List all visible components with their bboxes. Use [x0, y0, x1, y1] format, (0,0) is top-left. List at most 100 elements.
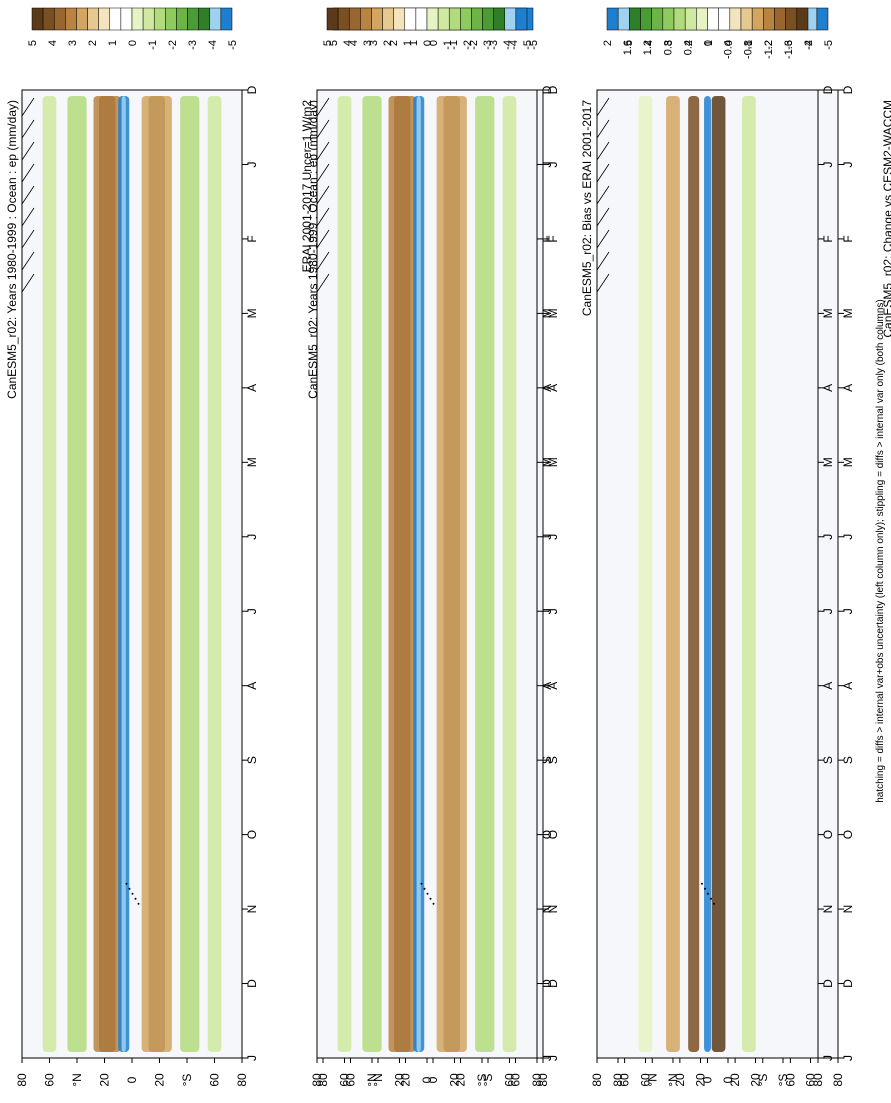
hatch-mark: [316, 163, 330, 183]
colorbar-label: -3: [187, 40, 199, 50]
stipple-dot: [700, 882, 703, 885]
y-tick-label: 80: [536, 1073, 550, 1087]
x-tick-label: J: [546, 608, 560, 614]
colorbar-label: 2: [382, 40, 394, 46]
colorbar-label: 1: [402, 40, 414, 46]
colorbar-swatch: [740, 7, 753, 31]
y-tick-label: °N: [371, 1073, 385, 1086]
x-tick-label: D: [546, 979, 560, 988]
y-tick-label: °S: [475, 1074, 489, 1087]
y-tick-label: 80: [811, 1073, 825, 1087]
colorbar-label: 2: [602, 40, 614, 46]
hatch-mark: [21, 229, 35, 249]
colorbar-label: -2: [803, 40, 815, 50]
colorbar-swatch: [684, 7, 697, 31]
x-tick-label: J: [245, 1055, 259, 1061]
y-tick-label: 60: [509, 1073, 523, 1087]
colorbar-swatch: [729, 7, 742, 31]
stipple-dot: [125, 882, 128, 885]
stipple-dot: [429, 897, 432, 900]
y-tick-label: °N: [70, 1073, 84, 1086]
colorbar-swatch: [120, 7, 133, 31]
y-tick-label: 60: [639, 1073, 653, 1087]
colorbar-swatch: [796, 7, 809, 31]
field-band: [436, 96, 467, 1052]
colorbar-label: 0.4: [682, 40, 694, 55]
colorbar-label: -4: [207, 40, 219, 50]
colorbar-swatch: [31, 7, 44, 31]
colorbar-label: -1: [448, 40, 460, 50]
colorbar-swatch: [482, 7, 494, 31]
colorbar-label: 2: [388, 40, 400, 46]
field-band: [362, 96, 382, 1052]
panel-title: CanESM5_r02: Bias vs ERAI 2001-2017: [580, 100, 594, 316]
x-tick-label: N: [540, 905, 554, 914]
colorbar-swatch: [142, 7, 155, 31]
y-tick-label: 60: [618, 1073, 632, 1087]
y-tick-label: 20: [728, 1073, 742, 1087]
x-tick-label: A: [821, 682, 835, 690]
x-tick-label: M: [821, 457, 835, 467]
hatch-mark: [596, 273, 610, 293]
x-tick-label: F: [540, 235, 554, 242]
x-tick-label: J: [245, 161, 259, 167]
colorbar-swatch: [504, 7, 517, 31]
stipple-dot: [420, 882, 423, 885]
field-band: [666, 96, 680, 1052]
x-tick-label: D: [245, 979, 259, 988]
colorbar-swatch: [42, 7, 55, 31]
hatch-mark: [316, 251, 330, 271]
x-tick-label: J: [841, 534, 855, 540]
x-tick-label: S: [546, 756, 560, 764]
x-tick-label: J: [546, 534, 560, 540]
y-tick-label: °S: [776, 1074, 790, 1087]
hatch-mark: [316, 119, 330, 139]
field-band: [711, 96, 726, 1052]
colorbar-label: -5: [823, 40, 835, 50]
colorbar-label: 0: [723, 40, 735, 46]
field-band: [475, 96, 495, 1052]
x-tick-label: J: [245, 608, 259, 614]
hatch-mark: [316, 97, 330, 117]
x-tick-label: O: [841, 830, 855, 839]
colorbar-swatch: [437, 7, 450, 31]
hatch-mark: [21, 163, 35, 183]
hatch-mark: [21, 97, 35, 117]
colorbar-swatch: [87, 7, 99, 31]
y-tick-label: 80: [831, 1073, 845, 1087]
y-tick-label: 80: [316, 1073, 330, 1087]
x-tick-label: S: [841, 756, 855, 764]
colorbar-swatch: [65, 7, 77, 31]
x-tick-label: N: [546, 905, 560, 914]
x-tick-label: M: [821, 308, 835, 318]
hatch-mark: [596, 207, 610, 227]
y-tick-label: 20: [694, 1073, 708, 1087]
colorbar-label: 4: [47, 40, 59, 46]
x-tick-label: A: [245, 682, 259, 690]
colorbar-swatch: [393, 7, 406, 31]
panel-6: DJFMAMJJASONDJ8060°N20020°S6080CanESM5_r…: [881, 100, 891, 338]
colorbar-label: 0: [428, 40, 440, 46]
x-tick-label: J: [821, 608, 835, 614]
field-band: [67, 96, 87, 1052]
x-tick-label: J: [821, 1055, 835, 1061]
stipple-dot: [426, 892, 429, 895]
colorbar-swatch: [187, 7, 199, 31]
colorbar-label: -5: [528, 40, 540, 50]
x-tick-label: A: [546, 682, 560, 690]
hatch-mark: [21, 273, 35, 293]
colorbar-label: 4: [348, 40, 360, 46]
colorbar-swatch: [662, 7, 675, 31]
colorbar-swatch: [371, 7, 383, 31]
y-tick-label: 20: [454, 1073, 468, 1087]
colorbar-label: 3: [362, 40, 374, 46]
colorbar-label: -3: [783, 40, 795, 50]
colorbar-swatch: [673, 7, 686, 31]
field-band: [93, 96, 121, 1052]
colorbar-label: 1.6: [622, 40, 634, 55]
y-tick-label: 20: [98, 1073, 112, 1087]
x-tick-label: D: [540, 85, 554, 94]
